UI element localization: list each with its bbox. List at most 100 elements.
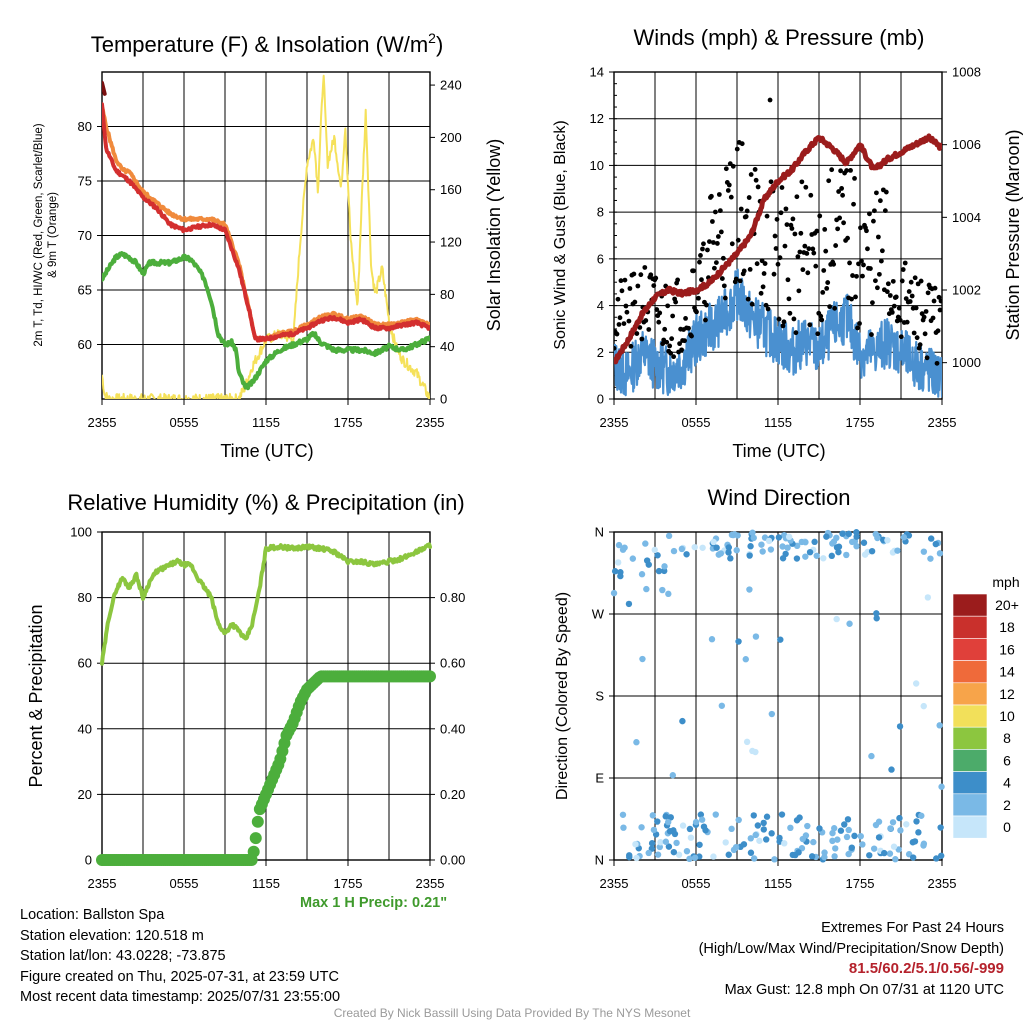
direction-point	[874, 534, 881, 542]
gust-point	[865, 246, 870, 252]
direction-point	[691, 854, 699, 861]
gust-point	[861, 262, 866, 268]
direction-point	[654, 818, 661, 825]
gust-point	[754, 261, 760, 267]
gust-point	[833, 243, 839, 248]
gust-point	[887, 293, 893, 298]
gust-point	[795, 254, 801, 260]
gust-point	[621, 321, 627, 327]
gust-point	[806, 246, 812, 252]
direction-point	[839, 530, 846, 537]
gust-point	[668, 350, 674, 356]
solar-y2tick-label: 80	[440, 287, 454, 302]
wind-ytick-label: 14	[590, 65, 604, 80]
direction-point	[834, 836, 841, 843]
direction-point	[633, 854, 640, 862]
direction-point	[813, 552, 820, 559]
gust-point	[669, 336, 675, 342]
winds-xtick-label: 1755	[846, 415, 875, 430]
gust-point	[747, 267, 753, 272]
direction-xtick-label: 0555	[682, 876, 711, 891]
temperature-ytick-label: 80	[78, 119, 92, 134]
direction-point	[892, 856, 899, 863]
gust-point	[922, 331, 928, 337]
gust-point	[748, 172, 754, 177]
gust-point	[921, 314, 927, 320]
gust-point	[698, 253, 703, 258]
gust-point	[936, 294, 942, 300]
direction-point	[798, 538, 805, 546]
gust-point	[937, 307, 942, 313]
legend-label: 2	[1003, 797, 1011, 813]
gust-point	[856, 261, 861, 267]
gust-point	[885, 281, 891, 287]
direction-point	[638, 571, 646, 578]
gust-point	[925, 290, 931, 296]
gust-point	[728, 194, 734, 200]
legend-label: 6	[1003, 752, 1011, 768]
temperature-ytick-label: 75	[78, 174, 92, 189]
gust-point	[884, 289, 890, 295]
direction-point	[750, 534, 757, 542]
gust-point	[811, 250, 817, 256]
direction-point	[795, 849, 802, 856]
legend-swatch	[952, 793, 988, 817]
gust-point	[808, 192, 814, 198]
gust-point	[735, 237, 741, 243]
direction-point	[650, 826, 658, 834]
figure-created: Figure created on Thu, 2025-07-31, at 23…	[20, 968, 339, 985]
gust-point	[807, 322, 813, 328]
direction-point	[894, 547, 901, 554]
gust-point	[871, 218, 876, 224]
gust-point	[874, 190, 879, 196]
direction-point	[670, 848, 678, 856]
direction-point	[833, 615, 840, 623]
direction-point	[848, 538, 856, 546]
direction-point	[733, 547, 740, 554]
gust-point	[853, 294, 858, 300]
winds-title: Winds (mph) & Pressure (mb)	[634, 25, 925, 50]
direction-point	[866, 852, 873, 859]
gust-point	[847, 260, 852, 266]
pressure-y2tick-label: 1008	[952, 65, 981, 80]
direction-point	[884, 537, 891, 544]
direction-point	[868, 752, 875, 760]
direction-point	[886, 850, 894, 857]
direction-point	[620, 824, 627, 831]
humidity-ytick-label: 20	[78, 787, 92, 802]
gust-point	[868, 266, 873, 271]
gust-point	[719, 276, 725, 281]
winds-xtick-label: 2355	[600, 415, 629, 430]
direction-point	[780, 531, 788, 539]
direction-point	[662, 838, 670, 845]
direction-point	[692, 818, 700, 826]
legend-label: 16	[999, 641, 1015, 657]
direction-point	[932, 540, 940, 548]
direction-point	[835, 548, 842, 556]
legend-swatch	[952, 660, 988, 684]
gust-point	[628, 343, 634, 349]
gust-point	[675, 277, 681, 283]
direction-point	[845, 850, 852, 858]
direction-point	[768, 710, 776, 718]
station-info: Location: Ballston Spa Station elevation…	[20, 905, 340, 1008]
winds-xlabel: Time (UTC)	[732, 441, 825, 461]
direction-point	[642, 540, 649, 547]
pressure-y2tick-label: 1006	[952, 137, 981, 152]
gust-point	[792, 231, 798, 237]
gust-point	[699, 277, 704, 283]
gust-point	[734, 146, 740, 152]
gust-point	[832, 305, 838, 311]
gust-point	[632, 299, 638, 305]
gust-point	[802, 243, 808, 249]
gust-point	[711, 265, 717, 271]
gust-point	[923, 309, 929, 314]
temperature-ytick-label: 70	[78, 228, 92, 243]
gust-point	[913, 305, 919, 311]
gust-point	[749, 301, 755, 307]
direction-point	[691, 543, 698, 551]
gust-point	[763, 302, 769, 308]
gust-point	[907, 299, 913, 304]
direction-point	[829, 829, 836, 837]
gust-point	[924, 355, 930, 361]
